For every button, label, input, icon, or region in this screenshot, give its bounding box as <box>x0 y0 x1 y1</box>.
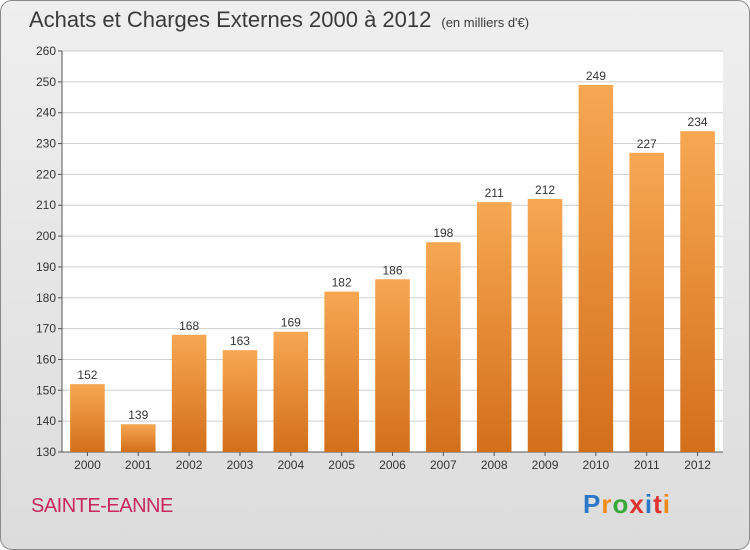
bar <box>70 384 105 452</box>
x-tick-label: 2004 <box>277 458 304 472</box>
x-tick-label: 2011 <box>634 458 660 472</box>
logo-letter: P <box>583 489 602 519</box>
bar <box>120 424 156 452</box>
y-tick-label: 240 <box>36 106 56 120</box>
data-label: 234 <box>688 115 708 129</box>
bar <box>375 279 410 452</box>
data-label: 169 <box>281 316 301 330</box>
data-label: 198 <box>433 226 453 240</box>
y-tick-label: 210 <box>36 198 56 212</box>
bar <box>578 84 614 452</box>
unit-label: (en milliers d'€) <box>441 15 530 30</box>
data-label: 212 <box>535 183 555 197</box>
y-tick-label: 180 <box>36 291 56 305</box>
bar <box>629 152 665 453</box>
y-tick-label: 160 <box>36 352 56 366</box>
bar <box>426 242 461 452</box>
y-tick-label: 190 <box>36 260 56 274</box>
logo-letter: r <box>601 489 613 519</box>
y-tick-label: 150 <box>36 383 56 397</box>
logo-letter: i <box>662 489 671 519</box>
title-text: Achats et Charges Externes 2000 à 2012 <box>29 7 432 32</box>
bar <box>171 334 207 452</box>
bar <box>680 131 715 452</box>
chart-title: Achats et Charges Externes 2000 à 2012 (e… <box>29 7 529 33</box>
x-tick-label: 2010 <box>583 458 610 472</box>
y-tick-label: 140 <box>36 414 56 428</box>
y-tick-label: 200 <box>36 229 56 243</box>
x-tick-label: 2008 <box>481 458 508 472</box>
x-tick-label: 2005 <box>328 458 355 472</box>
x-tick-label: 2002 <box>176 458 203 472</box>
bar <box>476 202 512 452</box>
logo-letter: t <box>653 489 663 519</box>
x-tick-label: 2001 <box>125 458 152 472</box>
data-label: 152 <box>77 368 97 382</box>
data-label: 211 <box>485 186 504 200</box>
y-tick-label: 130 <box>36 445 56 459</box>
proxiti-logo: Proxiti <box>583 489 671 520</box>
x-tick-label: 2007 <box>430 458 457 472</box>
place-name: SAINTE-EANNE <box>31 495 173 517</box>
data-label: 182 <box>332 276 352 290</box>
logo-letter: o <box>612 489 630 519</box>
y-tick-label: 260 <box>36 44 56 58</box>
data-label: 163 <box>230 334 250 348</box>
data-label: 249 <box>586 69 606 83</box>
x-tick-label: 2006 <box>379 458 406 472</box>
data-label: 139 <box>128 408 148 422</box>
y-tick-label: 230 <box>36 137 56 151</box>
bar <box>222 350 258 452</box>
x-tick-label: 2000 <box>74 458 101 472</box>
bar <box>527 199 563 452</box>
bar <box>273 331 309 452</box>
logo-letter: i <box>644 489 654 519</box>
x-tick-label: 2012 <box>684 458 711 472</box>
y-tick-label: 250 <box>36 75 56 89</box>
data-label: 168 <box>179 319 199 333</box>
y-tick-label: 220 <box>36 167 56 181</box>
logo-letter: x <box>629 489 645 519</box>
y-tick-label: 170 <box>36 322 56 336</box>
bar <box>324 291 359 452</box>
data-label: 186 <box>382 263 402 277</box>
x-tick-label: 2009 <box>532 458 559 472</box>
data-label: 227 <box>637 137 657 151</box>
x-tick-label: 2003 <box>227 458 254 472</box>
